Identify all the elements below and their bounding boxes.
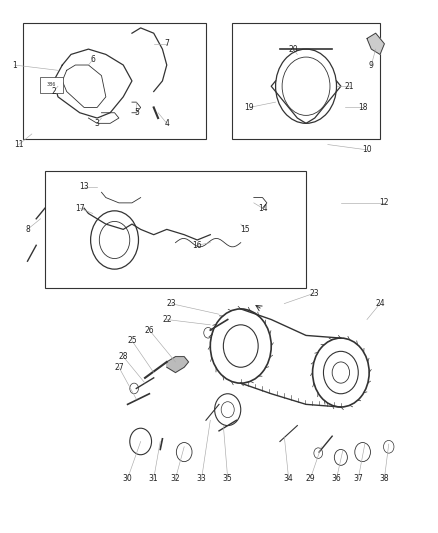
Text: 11: 11 [14,140,24,149]
Text: 3: 3 [95,119,99,128]
Text: 19: 19 [245,103,254,112]
Text: 33: 33 [197,474,206,483]
FancyBboxPatch shape [23,22,206,139]
Text: 386: 386 [47,82,56,87]
Text: 36: 36 [332,474,341,483]
Text: 34: 34 [284,474,293,483]
Text: 30: 30 [123,474,132,483]
Text: 28: 28 [119,352,128,361]
FancyBboxPatch shape [232,22,380,139]
FancyBboxPatch shape [45,171,306,288]
Text: 38: 38 [380,474,389,483]
Text: 35: 35 [223,474,233,483]
Text: 9: 9 [369,61,374,69]
Text: 21: 21 [345,82,354,91]
Text: 23: 23 [166,299,176,308]
Text: 26: 26 [145,326,154,335]
Text: 15: 15 [240,225,250,234]
Text: 14: 14 [258,204,267,213]
Text: 25: 25 [127,336,137,345]
Text: 10: 10 [362,146,372,155]
Text: 16: 16 [192,241,202,250]
Text: 4: 4 [164,119,169,128]
Text: 29: 29 [306,474,315,483]
Text: 27: 27 [114,363,124,372]
Text: 31: 31 [149,474,159,483]
Text: 8: 8 [25,225,30,234]
Text: 2: 2 [51,87,56,96]
FancyBboxPatch shape [40,77,63,93]
Text: 37: 37 [353,474,363,483]
Polygon shape [367,33,385,54]
Text: 18: 18 [358,103,367,112]
Text: 7: 7 [164,39,169,49]
Text: 13: 13 [79,182,89,191]
Text: 6: 6 [90,55,95,64]
Text: 24: 24 [375,299,385,308]
Text: 22: 22 [162,315,172,324]
Text: 17: 17 [75,204,85,213]
Text: 20: 20 [288,45,298,54]
Text: 1: 1 [12,61,17,69]
Text: 5: 5 [134,108,139,117]
Text: 23: 23 [310,288,320,297]
Text: 32: 32 [171,474,180,483]
Polygon shape [167,357,188,373]
Text: 12: 12 [380,198,389,207]
